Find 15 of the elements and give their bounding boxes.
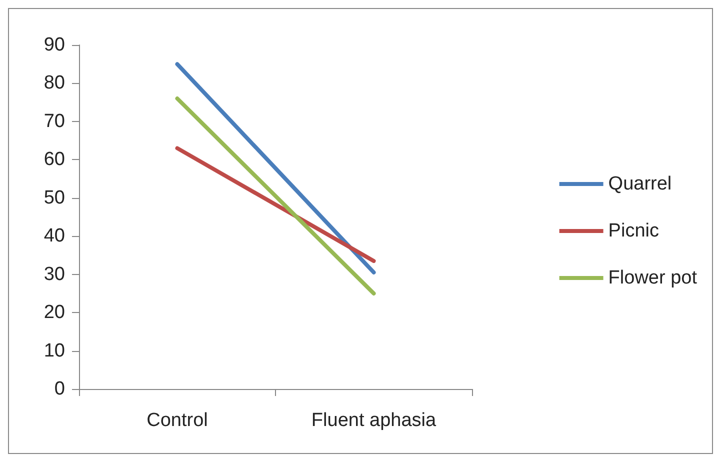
legend-label: Quarrel <box>608 174 672 194</box>
y-tick-label: 0 <box>54 378 65 400</box>
y-tick-label: 40 <box>44 226 65 247</box>
x-tick-label: Control <box>146 410 208 431</box>
legend-label: Flower pot <box>608 268 698 288</box>
y-tick-label: 60 <box>44 149 65 170</box>
y-tick-label: 50 <box>44 187 65 208</box>
y-tick-label: 20 <box>44 302 65 324</box>
y-tick-label: 10 <box>44 340 65 362</box>
y-tick-label: 70 <box>44 110 65 132</box>
y-tick-label: 90 <box>44 34 65 56</box>
x-tick-label: Fluent aphasia <box>311 410 436 431</box>
legend-label: Picnic <box>608 220 659 242</box>
y-tick-label: 80 <box>44 72 65 94</box>
y-tick-label: 30 <box>44 264 65 285</box>
